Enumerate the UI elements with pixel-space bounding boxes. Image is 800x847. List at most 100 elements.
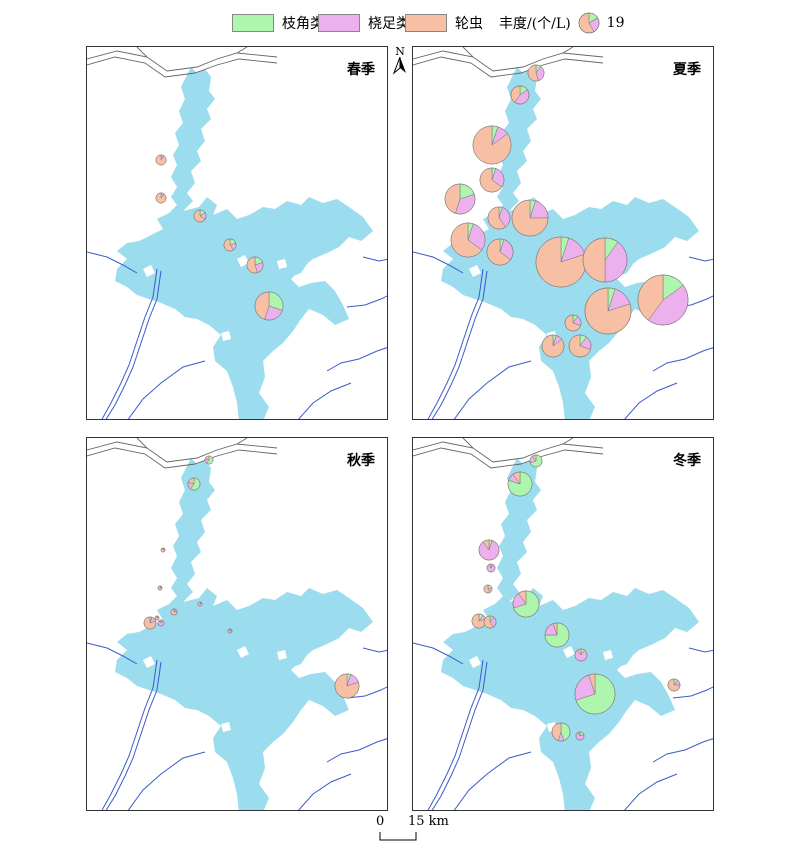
sampling-site-pie [254, 291, 284, 321]
pie-slice [604, 241, 628, 283]
scale-bar-line [379, 832, 417, 841]
sampling-site-pie [582, 237, 628, 283]
river-line [127, 360, 206, 419]
map-panel-summer: 夏季 [412, 46, 714, 420]
road-line [236, 438, 248, 445]
sampling-site-pie [204, 455, 214, 465]
lake-basin [191, 608, 309, 708]
season-label-winter: 冬季 [673, 453, 701, 469]
river-line [652, 738, 713, 763]
pie-slice [527, 64, 539, 82]
map-panel-spring: 春季 [86, 46, 388, 420]
lake-map-spring [87, 47, 387, 419]
pie-slice [160, 547, 166, 553]
sampling-site-pie [486, 563, 496, 573]
road-line [462, 47, 474, 58]
sampling-site-pie [551, 722, 571, 742]
pie-slice [511, 199, 549, 237]
island [563, 646, 575, 658]
season-label-summer: 夏季 [673, 62, 701, 78]
map-panel-autumn: 秋季 [86, 437, 388, 811]
sampling-site-pie [223, 238, 237, 252]
river-line [688, 647, 713, 653]
pie-slice [197, 601, 203, 607]
legend-item-abundance: 丰度/(个/L) 19 [499, 12, 624, 34]
river-line [362, 256, 387, 262]
legend-item-rotifera: 轮虫 [405, 12, 483, 34]
sampling-site-pie [334, 673, 360, 699]
pie-slice [577, 731, 581, 737]
lake-map-summer [413, 47, 713, 419]
pie-slice [498, 207, 511, 228]
legend-swatch-cladocera [232, 14, 274, 32]
pie-slice [334, 673, 360, 699]
sampling-site-pie [667, 678, 681, 692]
sampling-site-pie [197, 601, 203, 607]
legend-abundance-pie [578, 12, 600, 34]
river-line [652, 347, 713, 372]
road-line [562, 438, 574, 445]
pie-slice [444, 183, 461, 214]
sampling-site-pie [483, 615, 497, 629]
pie-slice [552, 622, 558, 636]
pie-slice [154, 615, 160, 621]
pie-slice [483, 584, 491, 594]
pie-slice [487, 206, 506, 230]
legend-label-cladocera: 枝角类 [282, 16, 324, 32]
sampling-site-pie [483, 584, 493, 594]
river-line [413, 251, 464, 274]
sampling-site-pie [444, 183, 476, 215]
sampling-site-pie [564, 314, 582, 332]
scale-label-zero: 0 [376, 814, 385, 829]
sampling-site-pie [486, 238, 514, 266]
road-line [462, 438, 474, 449]
pie-slice [568, 334, 591, 358]
pie-slice [482, 539, 490, 551]
pie-slice [499, 239, 514, 260]
sampling-site-pie [637, 274, 689, 326]
sampling-site-pie [143, 616, 157, 630]
legend-abundance-label: 丰度/(个/L) [499, 16, 571, 32]
sampling-site-pie [541, 334, 565, 358]
sampling-site-pie [584, 287, 632, 335]
sampling-site-pie [529, 454, 543, 468]
north-arrow: N [392, 46, 407, 76]
island [277, 259, 287, 269]
sampling-site-pie [155, 192, 167, 204]
river-line [362, 647, 387, 653]
sampling-site-pie [187, 477, 201, 491]
pie-slice [513, 590, 540, 618]
island [237, 255, 249, 267]
legend-label-rotifera: 轮虫 [455, 16, 483, 32]
pie-slice [582, 237, 606, 283]
pie-slice [541, 334, 565, 358]
pie-slice [190, 477, 201, 491]
legend: 枝角类 桡足类 轮虫 丰度/(个/L) 19 [0, 8, 800, 38]
legend-item-cladocera: 枝角类 [232, 12, 324, 34]
pie-slice [647, 284, 689, 326]
road-line [413, 50, 604, 72]
pie-slice [535, 236, 587, 288]
pie-slice [584, 287, 632, 335]
sampling-site-pie [507, 471, 533, 497]
pie-slice [467, 223, 486, 251]
road-line [413, 56, 604, 78]
pie-slice [155, 154, 167, 166]
island [221, 331, 231, 341]
river-line [427, 659, 484, 810]
pie-slice [577, 648, 582, 656]
pie-slice [564, 314, 581, 332]
pie-slice [588, 673, 596, 695]
pie-slice [246, 256, 258, 274]
pie-slice [544, 622, 570, 648]
road-line [87, 441, 278, 463]
island [603, 650, 613, 660]
pie-slice [254, 291, 270, 320]
legend-swatch-copepoda [318, 14, 360, 32]
river-line [346, 686, 387, 699]
sampling-site-pie [157, 585, 163, 591]
river-line [624, 773, 678, 810]
pie-slice [574, 674, 596, 701]
road-line [87, 447, 278, 469]
pie-slice [514, 89, 530, 105]
